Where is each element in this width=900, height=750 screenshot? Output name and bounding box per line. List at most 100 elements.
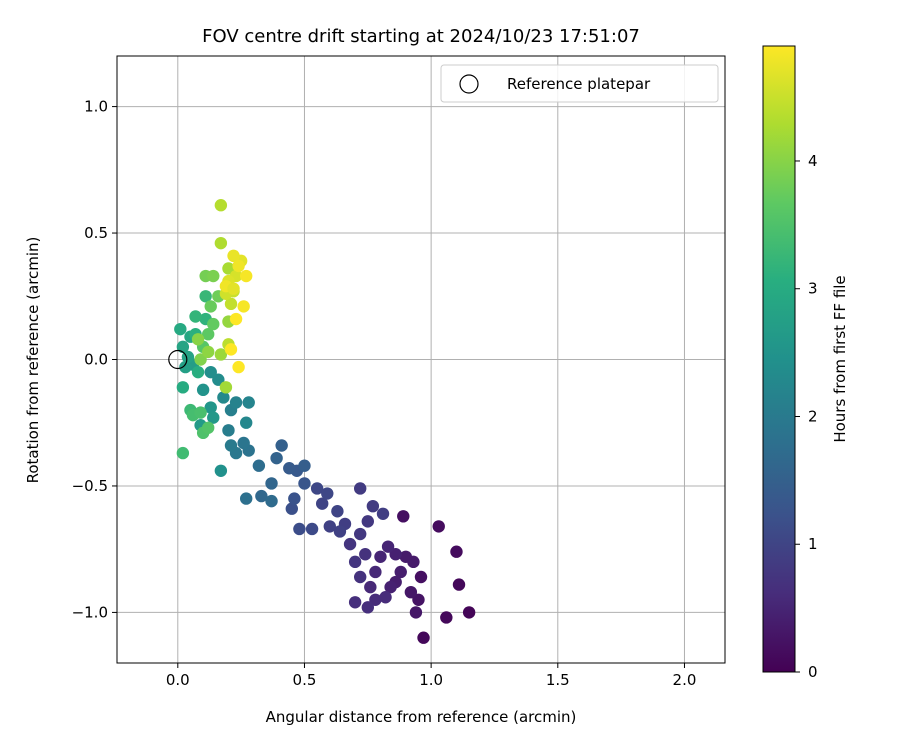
data-point	[414, 570, 428, 584]
data-point	[219, 381, 233, 394]
data-point	[176, 340, 190, 354]
data-point	[222, 424, 235, 437]
colorbar-gradient	[762, 45, 796, 673]
data-point	[176, 381, 190, 394]
data-point	[214, 348, 228, 361]
data-point	[204, 300, 217, 313]
data-point	[432, 520, 445, 533]
data-point	[361, 515, 374, 528]
data-point	[255, 489, 268, 503]
data-point	[227, 282, 240, 295]
colorbar-ticks: 0 1 2 3 4	[795, 152, 818, 681]
data-point	[229, 396, 243, 409]
data-point	[404, 585, 418, 599]
data-point	[379, 591, 392, 604]
data-point	[191, 333, 205, 346]
data-point	[288, 492, 301, 505]
data-point	[331, 505, 344, 518]
data-point	[283, 462, 296, 475]
y-tick-label: −0.5	[72, 477, 108, 495]
data-point	[440, 611, 453, 624]
y-tick-label: 0.5	[84, 224, 108, 242]
data-point	[194, 353, 207, 366]
y-tick-label: 0.0	[84, 351, 108, 369]
data-point	[212, 373, 225, 386]
data-point	[202, 328, 215, 341]
legend: Reference platepar	[440, 64, 719, 103]
data-point	[240, 269, 253, 283]
data-point	[194, 406, 207, 419]
x-tick-label: 0.0	[166, 671, 190, 689]
data-point	[196, 383, 210, 397]
data-point	[232, 360, 245, 374]
data-point	[354, 482, 367, 495]
data-point	[242, 396, 255, 409]
colorbar-tick-label: 2	[808, 407, 818, 425]
data-point	[202, 421, 215, 434]
data-point	[199, 290, 212, 303]
data-point	[214, 199, 228, 212]
data-point	[207, 411, 220, 424]
data-point	[316, 497, 329, 510]
x-tick-label: 1.0	[419, 671, 443, 689]
legend-label: Reference platepar	[507, 75, 651, 93]
data-point	[240, 416, 253, 429]
colorbar-label: Hours from first FF file	[831, 275, 849, 442]
data-point	[412, 593, 425, 606]
y-tick-label: 1.0	[84, 98, 108, 116]
y-axis-ticks: −1.0 −0.5 0.0 0.5 1.0	[72, 98, 117, 621]
data-point	[323, 520, 336, 533]
data-point	[381, 540, 395, 553]
reference-point	[168, 349, 188, 370]
data-point	[179, 360, 192, 374]
legend-marker-icon	[459, 74, 479, 94]
data-point	[237, 300, 250, 313]
data-point	[270, 451, 283, 465]
data-point	[409, 606, 423, 619]
data-point	[348, 555, 362, 569]
data-point	[217, 391, 230, 404]
y-axis-label: Rotation from reference (arcmin)	[24, 237, 42, 484]
colorbar-tick-label: 0	[808, 663, 818, 681]
colorbar-tick-label: 1	[808, 535, 818, 553]
data-point	[214, 464, 228, 477]
data-point	[202, 345, 215, 359]
chart-title: FOV centre drift starting at 2024/10/23 …	[202, 26, 640, 47]
data-point	[364, 580, 377, 594]
data-point	[366, 499, 380, 513]
data-point	[310, 482, 324, 495]
data-point	[265, 477, 278, 490]
data-point	[265, 494, 278, 508]
data-point	[275, 439, 288, 452]
colorbar-tick-label: 3	[808, 280, 818, 298]
data-point	[384, 580, 397, 594]
data-point	[376, 507, 390, 520]
x-tick-label: 0.5	[293, 671, 317, 689]
data-point	[305, 522, 319, 536]
data-point	[204, 401, 217, 414]
data-point	[285, 502, 298, 515]
data-point	[374, 550, 387, 563]
colorbar-tick-label: 4	[808, 152, 818, 170]
data-point	[348, 596, 362, 609]
data-point	[359, 548, 372, 561]
data-point	[394, 565, 407, 579]
x-axis-label: Angular distance from reference (arcmin)	[266, 708, 577, 726]
data-point	[397, 510, 410, 523]
data-point	[224, 297, 238, 311]
x-tick-label: 1.5	[546, 671, 570, 689]
data-point	[232, 259, 245, 273]
data-point	[252, 459, 266, 472]
data-point	[207, 269, 220, 283]
data-point	[354, 527, 367, 541]
data-point	[333, 525, 347, 538]
data-point	[229, 312, 243, 326]
data-point	[369, 593, 382, 606]
data-point	[240, 492, 253, 505]
data-point	[214, 236, 228, 250]
data-point	[224, 343, 238, 356]
data-point	[321, 487, 334, 500]
data-point	[224, 439, 238, 452]
data-point	[452, 578, 466, 591]
